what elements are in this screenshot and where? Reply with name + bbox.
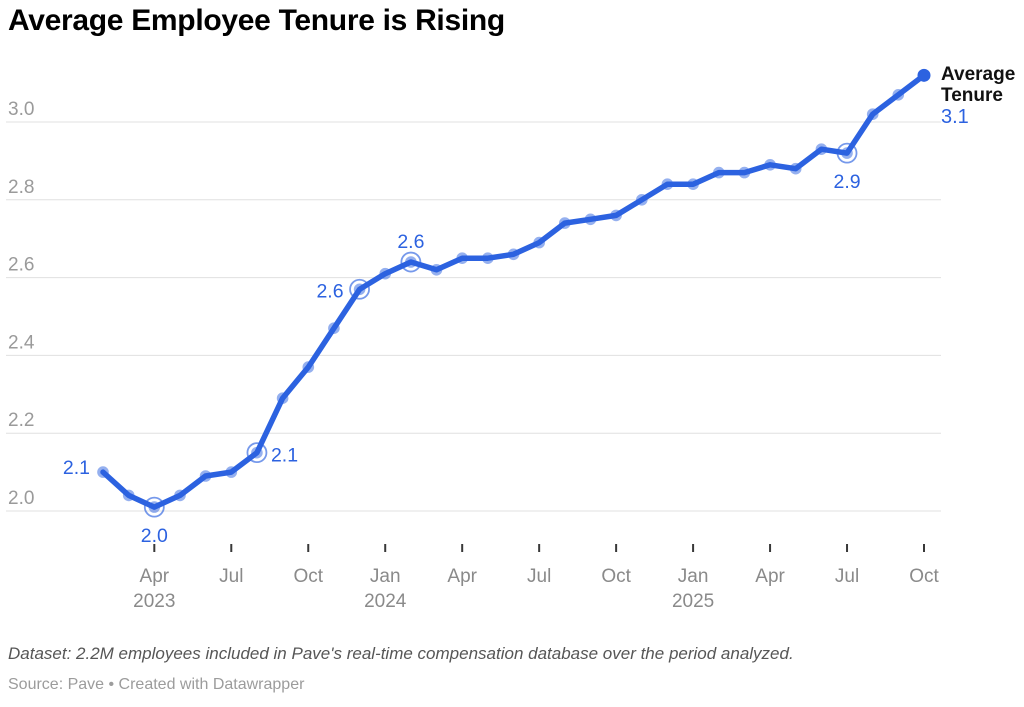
dataset-note: Dataset: 2.2M employees included in Pave… [8,644,794,663]
x-axis-label: Jan [678,566,709,587]
trend-line [100,72,927,510]
annotation-ring [836,142,858,164]
annotation-label: 2.1 [271,445,298,467]
y-axis-label: 2.6 [8,255,34,276]
series-name-line1: Average [941,64,1016,85]
y-axis-label: 2.4 [8,332,35,353]
annotation-label: 2.6 [397,231,424,253]
x-axis-label: Jul [219,566,243,587]
annotation-label: 2.1 [63,457,90,479]
x-axis-label: Oct [601,566,631,587]
x-axis-label: Jan [370,566,401,587]
x-axis-label: Apr [447,566,477,587]
x-axis-year-label: 2025 [672,591,714,612]
x-axis-label: Apr [140,566,170,587]
y-axis-label: 2.2 [8,410,34,431]
x-axis-label: Jul [835,566,859,587]
series-name: Average Tenure [941,64,1021,106]
annotation-ring [143,496,165,518]
series-end-label: Average Tenure 3.1 [941,64,1021,128]
y-axis-label: 2.0 [8,488,34,509]
series-end-value: 3.1 [941,106,969,128]
x-axis-year-label: 2023 [133,591,175,612]
y-axis-label: 3.0 [8,99,34,120]
chart-title: Average Employee Tenure is Rising [8,4,505,37]
x-axis-label: Oct [293,566,323,587]
x-axis-label: Apr [755,566,785,587]
x-axis-label: Jul [527,566,551,587]
annotation-ring [349,278,370,300]
x-axis-label: Oct [909,566,939,587]
annotation-label: 2.9 [833,171,860,193]
annotation-ring [246,442,268,464]
x-axis-year-label: 2024 [364,591,407,612]
annotation-ring [400,251,422,273]
source-note: Source: Pave • Created with Datawrapper [8,676,305,693]
y-axis-label: 2.8 [8,177,34,198]
end-point-dot [917,68,931,82]
series-name-line2: Tenure [941,85,1003,106]
annotation-label: 2.0 [141,525,168,547]
annotation-label: 2.6 [316,280,343,302]
